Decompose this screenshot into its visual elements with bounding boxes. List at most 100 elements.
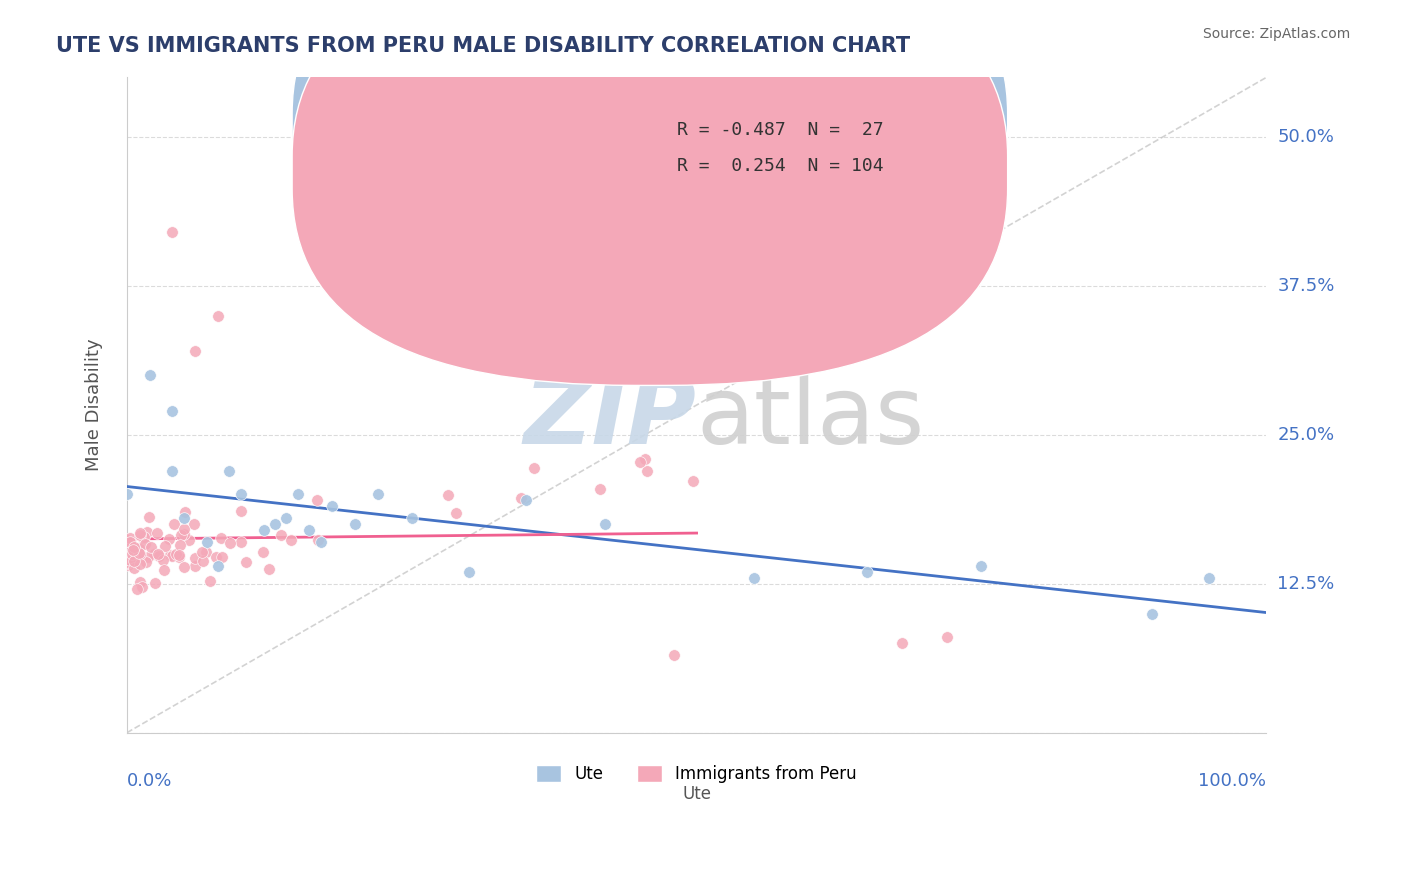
Ute <box>195 535 218 549</box>
Immigrants from Peru <box>588 483 610 497</box>
Text: Source: ZipAtlas.com: Source: ZipAtlas.com <box>1202 27 1350 41</box>
Immigrants from Peru <box>229 504 252 518</box>
Immigrants from Peru <box>128 547 150 561</box>
Immigrants from Peru <box>628 455 651 469</box>
Immigrants from Peru <box>152 552 174 566</box>
Immigrants from Peru <box>252 545 274 559</box>
Ute <box>287 487 309 501</box>
Text: Ute: Ute <box>682 785 711 803</box>
Immigrants from Peru <box>136 524 159 539</box>
Immigrants from Peru <box>129 526 152 541</box>
Ute <box>343 517 366 532</box>
Ute <box>401 511 423 525</box>
Immigrants from Peru <box>682 475 704 489</box>
Immigrants from Peru <box>118 555 141 569</box>
Ute <box>115 487 138 501</box>
Immigrants from Peru <box>231 534 253 549</box>
Ute <box>1142 607 1164 621</box>
Immigrants from Peru <box>173 522 195 536</box>
Legend: Ute, Immigrants from Peru: Ute, Immigrants from Peru <box>530 758 863 790</box>
Ute <box>207 558 229 573</box>
Immigrants from Peru <box>184 550 207 565</box>
Immigrants from Peru <box>170 528 193 542</box>
Immigrants from Peru <box>209 531 232 545</box>
Immigrants from Peru <box>125 582 148 597</box>
Immigrants from Peru <box>136 550 159 565</box>
Immigrants from Peru <box>143 547 166 561</box>
Immigrants from Peru <box>128 528 150 542</box>
Immigrants from Peru <box>437 488 460 502</box>
FancyBboxPatch shape <box>292 0 1008 385</box>
Immigrants from Peru <box>173 559 195 574</box>
Ute <box>162 464 184 478</box>
Ute <box>253 523 276 537</box>
Immigrants from Peru <box>129 575 152 590</box>
Text: 25.0%: 25.0% <box>1278 425 1334 444</box>
Immigrants from Peru <box>115 555 138 569</box>
Immigrants from Peru <box>121 542 143 557</box>
Ute <box>173 511 195 525</box>
Ute <box>162 404 184 418</box>
Immigrants from Peru <box>124 554 146 568</box>
Immigrants from Peru <box>117 556 139 570</box>
Immigrants from Peru <box>148 549 170 563</box>
Immigrants from Peru <box>193 554 215 568</box>
Immigrants from Peru <box>270 528 292 542</box>
Immigrants from Peru <box>159 548 181 562</box>
Immigrants from Peru <box>510 491 533 505</box>
FancyBboxPatch shape <box>606 107 993 221</box>
Ute <box>970 558 993 573</box>
Immigrants from Peru <box>174 505 197 519</box>
Ute <box>1198 571 1220 585</box>
Ute <box>309 535 332 549</box>
Ute <box>276 511 298 525</box>
Immigrants from Peru <box>162 225 184 239</box>
Ute <box>856 565 879 579</box>
Immigrants from Peru <box>191 545 214 559</box>
Text: atlas: atlas <box>696 372 925 464</box>
Immigrants from Peru <box>218 536 240 550</box>
Immigrants from Peru <box>662 648 685 663</box>
Immigrants from Peru <box>307 493 329 508</box>
Immigrants from Peru <box>636 464 658 478</box>
Immigrants from Peru <box>121 547 143 561</box>
Immigrants from Peru <box>235 555 257 569</box>
Immigrants from Peru <box>128 546 150 560</box>
Text: R =  0.254  N = 104: R = 0.254 N = 104 <box>678 157 884 175</box>
Immigrants from Peru <box>257 562 280 576</box>
Immigrants from Peru <box>128 558 150 572</box>
Ute <box>595 517 617 532</box>
Immigrants from Peru <box>135 555 157 569</box>
Immigrants from Peru <box>179 533 201 547</box>
Immigrants from Peru <box>634 452 657 467</box>
Immigrants from Peru <box>117 558 139 572</box>
Ute <box>218 464 240 478</box>
Immigrants from Peru <box>160 549 183 563</box>
Immigrants from Peru <box>138 509 160 524</box>
Text: 37.5%: 37.5% <box>1278 277 1334 295</box>
Immigrants from Peru <box>167 549 190 564</box>
Immigrants from Peru <box>120 531 142 545</box>
Text: R = -0.487  N =  27: R = -0.487 N = 27 <box>678 120 884 139</box>
Immigrants from Peru <box>936 631 959 645</box>
Immigrants from Peru <box>163 516 186 531</box>
Immigrants from Peru <box>155 539 177 553</box>
Immigrants from Peru <box>211 549 233 564</box>
Ute <box>229 487 252 501</box>
Text: 12.5%: 12.5% <box>1278 574 1334 593</box>
Immigrants from Peru <box>128 541 150 555</box>
Immigrants from Peru <box>122 561 145 575</box>
FancyBboxPatch shape <box>292 0 1008 343</box>
Text: ZIP: ZIP <box>523 372 696 464</box>
Immigrants from Peru <box>157 532 180 546</box>
Immigrants from Peru <box>207 309 229 323</box>
Immigrants from Peru <box>890 636 912 650</box>
Immigrants from Peru <box>184 558 207 573</box>
Immigrants from Peru <box>173 527 195 541</box>
Immigrants from Peru <box>183 517 205 532</box>
Immigrants from Peru <box>117 542 139 557</box>
Ute <box>742 571 765 585</box>
Immigrants from Peru <box>195 545 218 559</box>
Immigrants from Peru <box>169 538 191 552</box>
Immigrants from Peru <box>120 553 142 567</box>
